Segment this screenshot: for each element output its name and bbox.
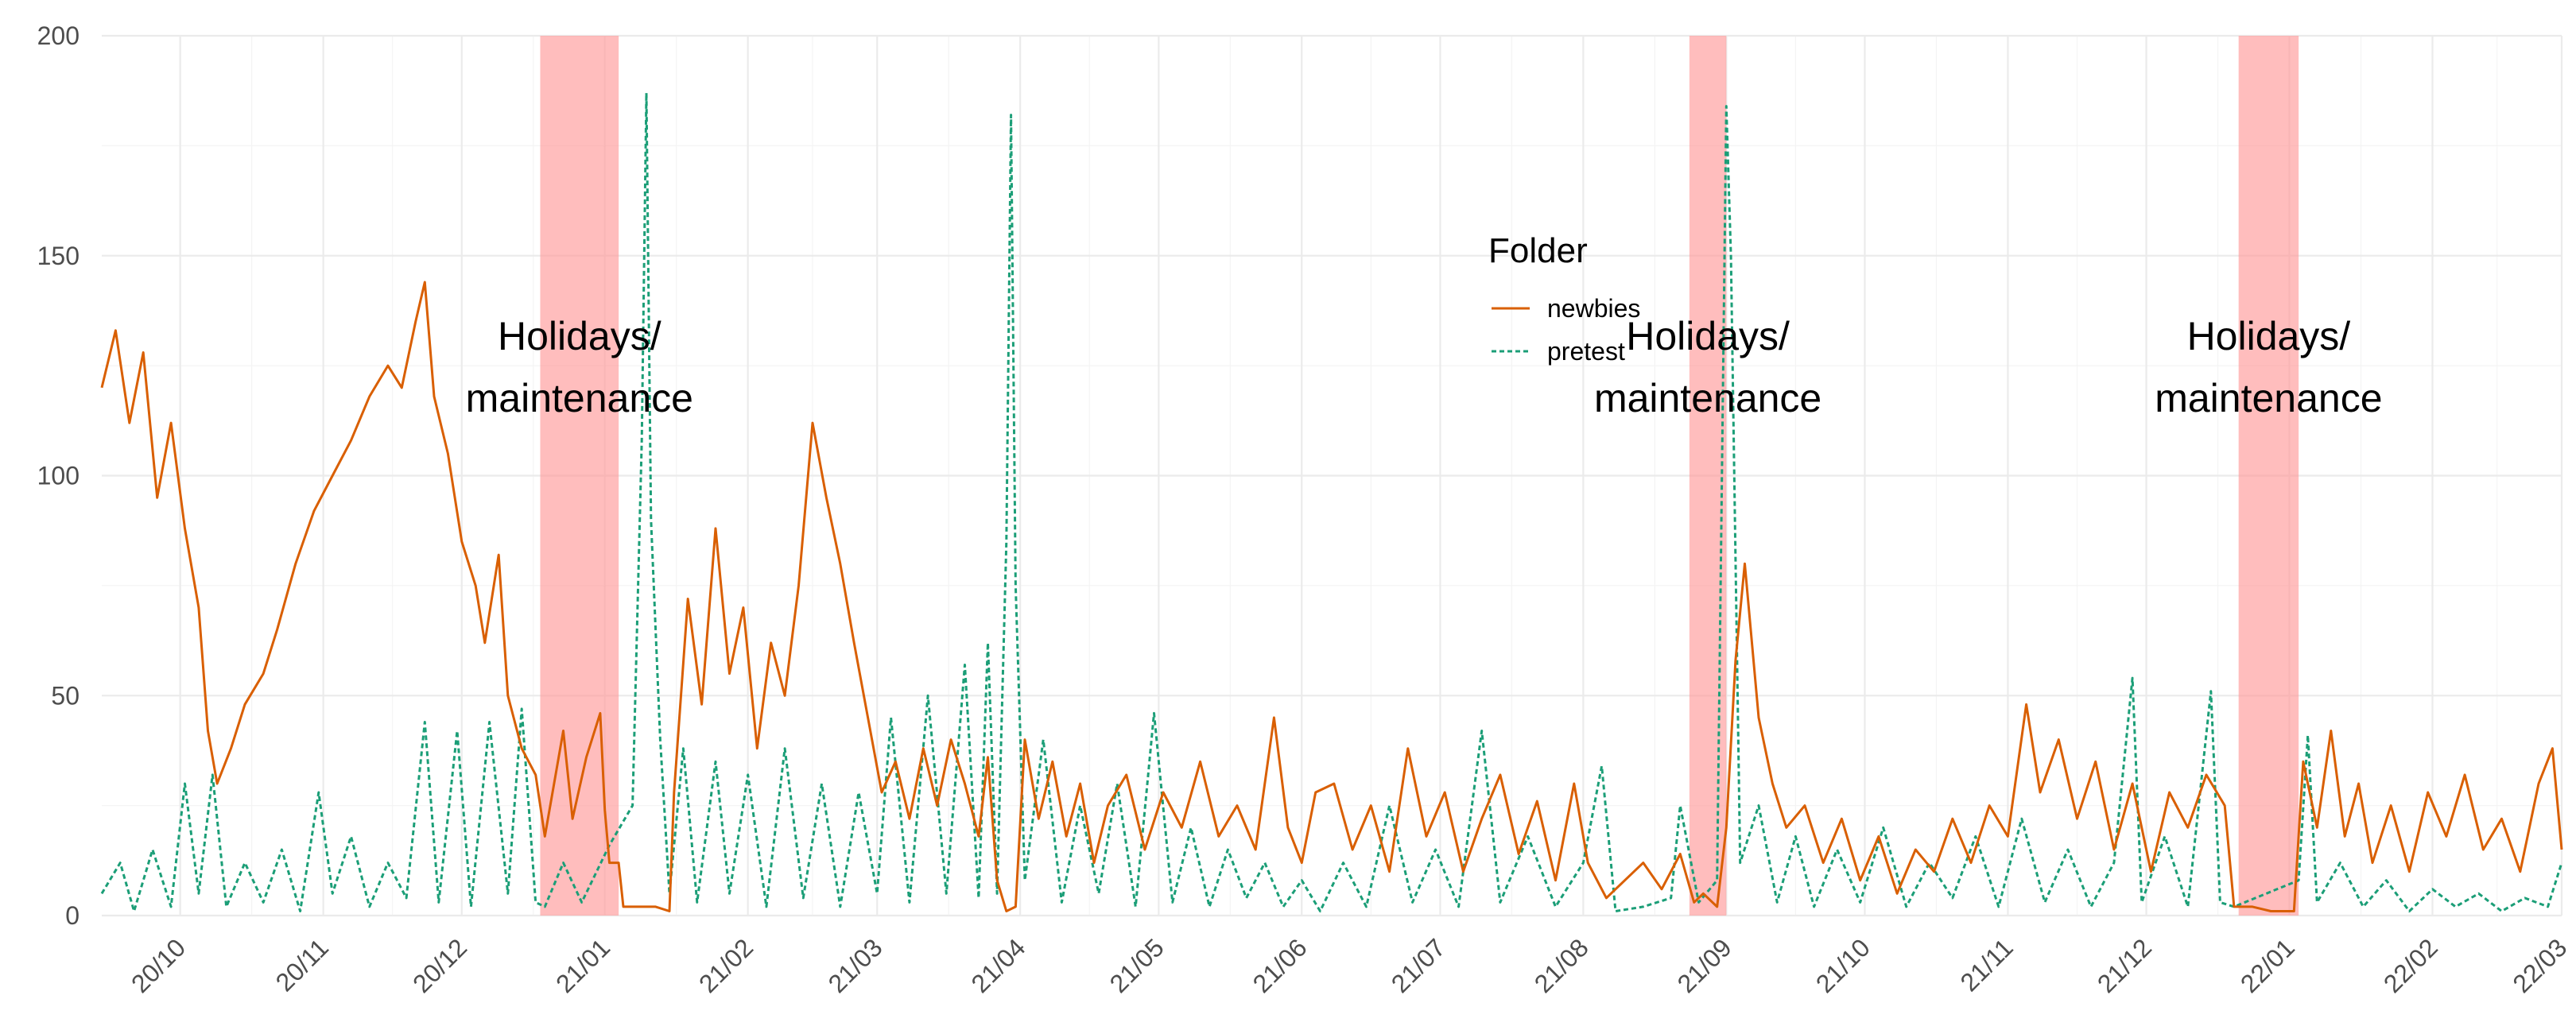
legend-label-pretest: pretest [1547,337,1625,366]
holiday-region [2238,36,2299,916]
x-tick-label: 21/03 [823,933,888,998]
y-tick-label: 200 [37,21,80,50]
x-tick-label: 22/01 [2235,933,2300,998]
y-tick-label: 50 [51,681,80,710]
x-tick-label: 21/01 [550,933,615,998]
x-axis: 20/10 20/11 20/12 21/01 21/02 21/03 21/04 21/05… [126,933,2572,998]
region-label-line2: maintenance [1594,376,1821,420]
x-tick-label: 21/07 [1386,933,1451,998]
x-tick-label: 21/05 [1104,933,1170,998]
x-tick-label: 21/08 [1529,933,1594,998]
region-label-line1: Holidays/ [2187,314,2351,358]
major-gridlines [102,34,2563,917]
region-label-line1: Holidays/ [498,314,661,358]
x-tick-label: 21/09 [1672,933,1737,998]
x-tick-label: 21/10 [1810,933,1876,998]
region-label-line1: Holidays/ [1626,314,1790,358]
series-line-newbies [100,281,2563,912]
legend: Folder newbies pretest [1488,231,1640,366]
region-annotations: Holidays/maintenance Holidays/maintenance… [466,314,2383,420]
y-tick-label: 100 [37,462,80,490]
x-tick-label: 20/12 [407,933,472,998]
holiday-regions [540,36,2299,916]
x-tick-label: 22/03 [2507,933,2572,998]
holiday-region [1689,36,1727,916]
x-tick-label: 20/11 [270,933,334,997]
region-label-line2: maintenance [2155,376,2382,420]
x-tick-label: 21/04 [966,933,1031,998]
holiday-region [540,36,619,916]
x-tick-label: 21/06 [1247,933,1313,998]
legend-title: Folder [1488,231,1588,270]
y-axis: 0 50 100 150 200 [37,21,80,930]
x-tick-label: 22/02 [2378,933,2443,998]
legend-label-newbies: newbies [1547,294,1640,323]
x-tick-label: 21/11 [1954,933,2018,997]
x-tick-label: 21/02 [693,933,758,998]
y-tick-label: 0 [65,901,80,930]
region-label-line2: maintenance [466,376,693,420]
x-tick-label: 21/12 [2092,933,2157,998]
data-series [100,91,2563,912]
y-tick-label: 150 [37,242,80,270]
x-tick-label: 20/10 [126,933,191,998]
series-line-pretest [100,91,2563,912]
